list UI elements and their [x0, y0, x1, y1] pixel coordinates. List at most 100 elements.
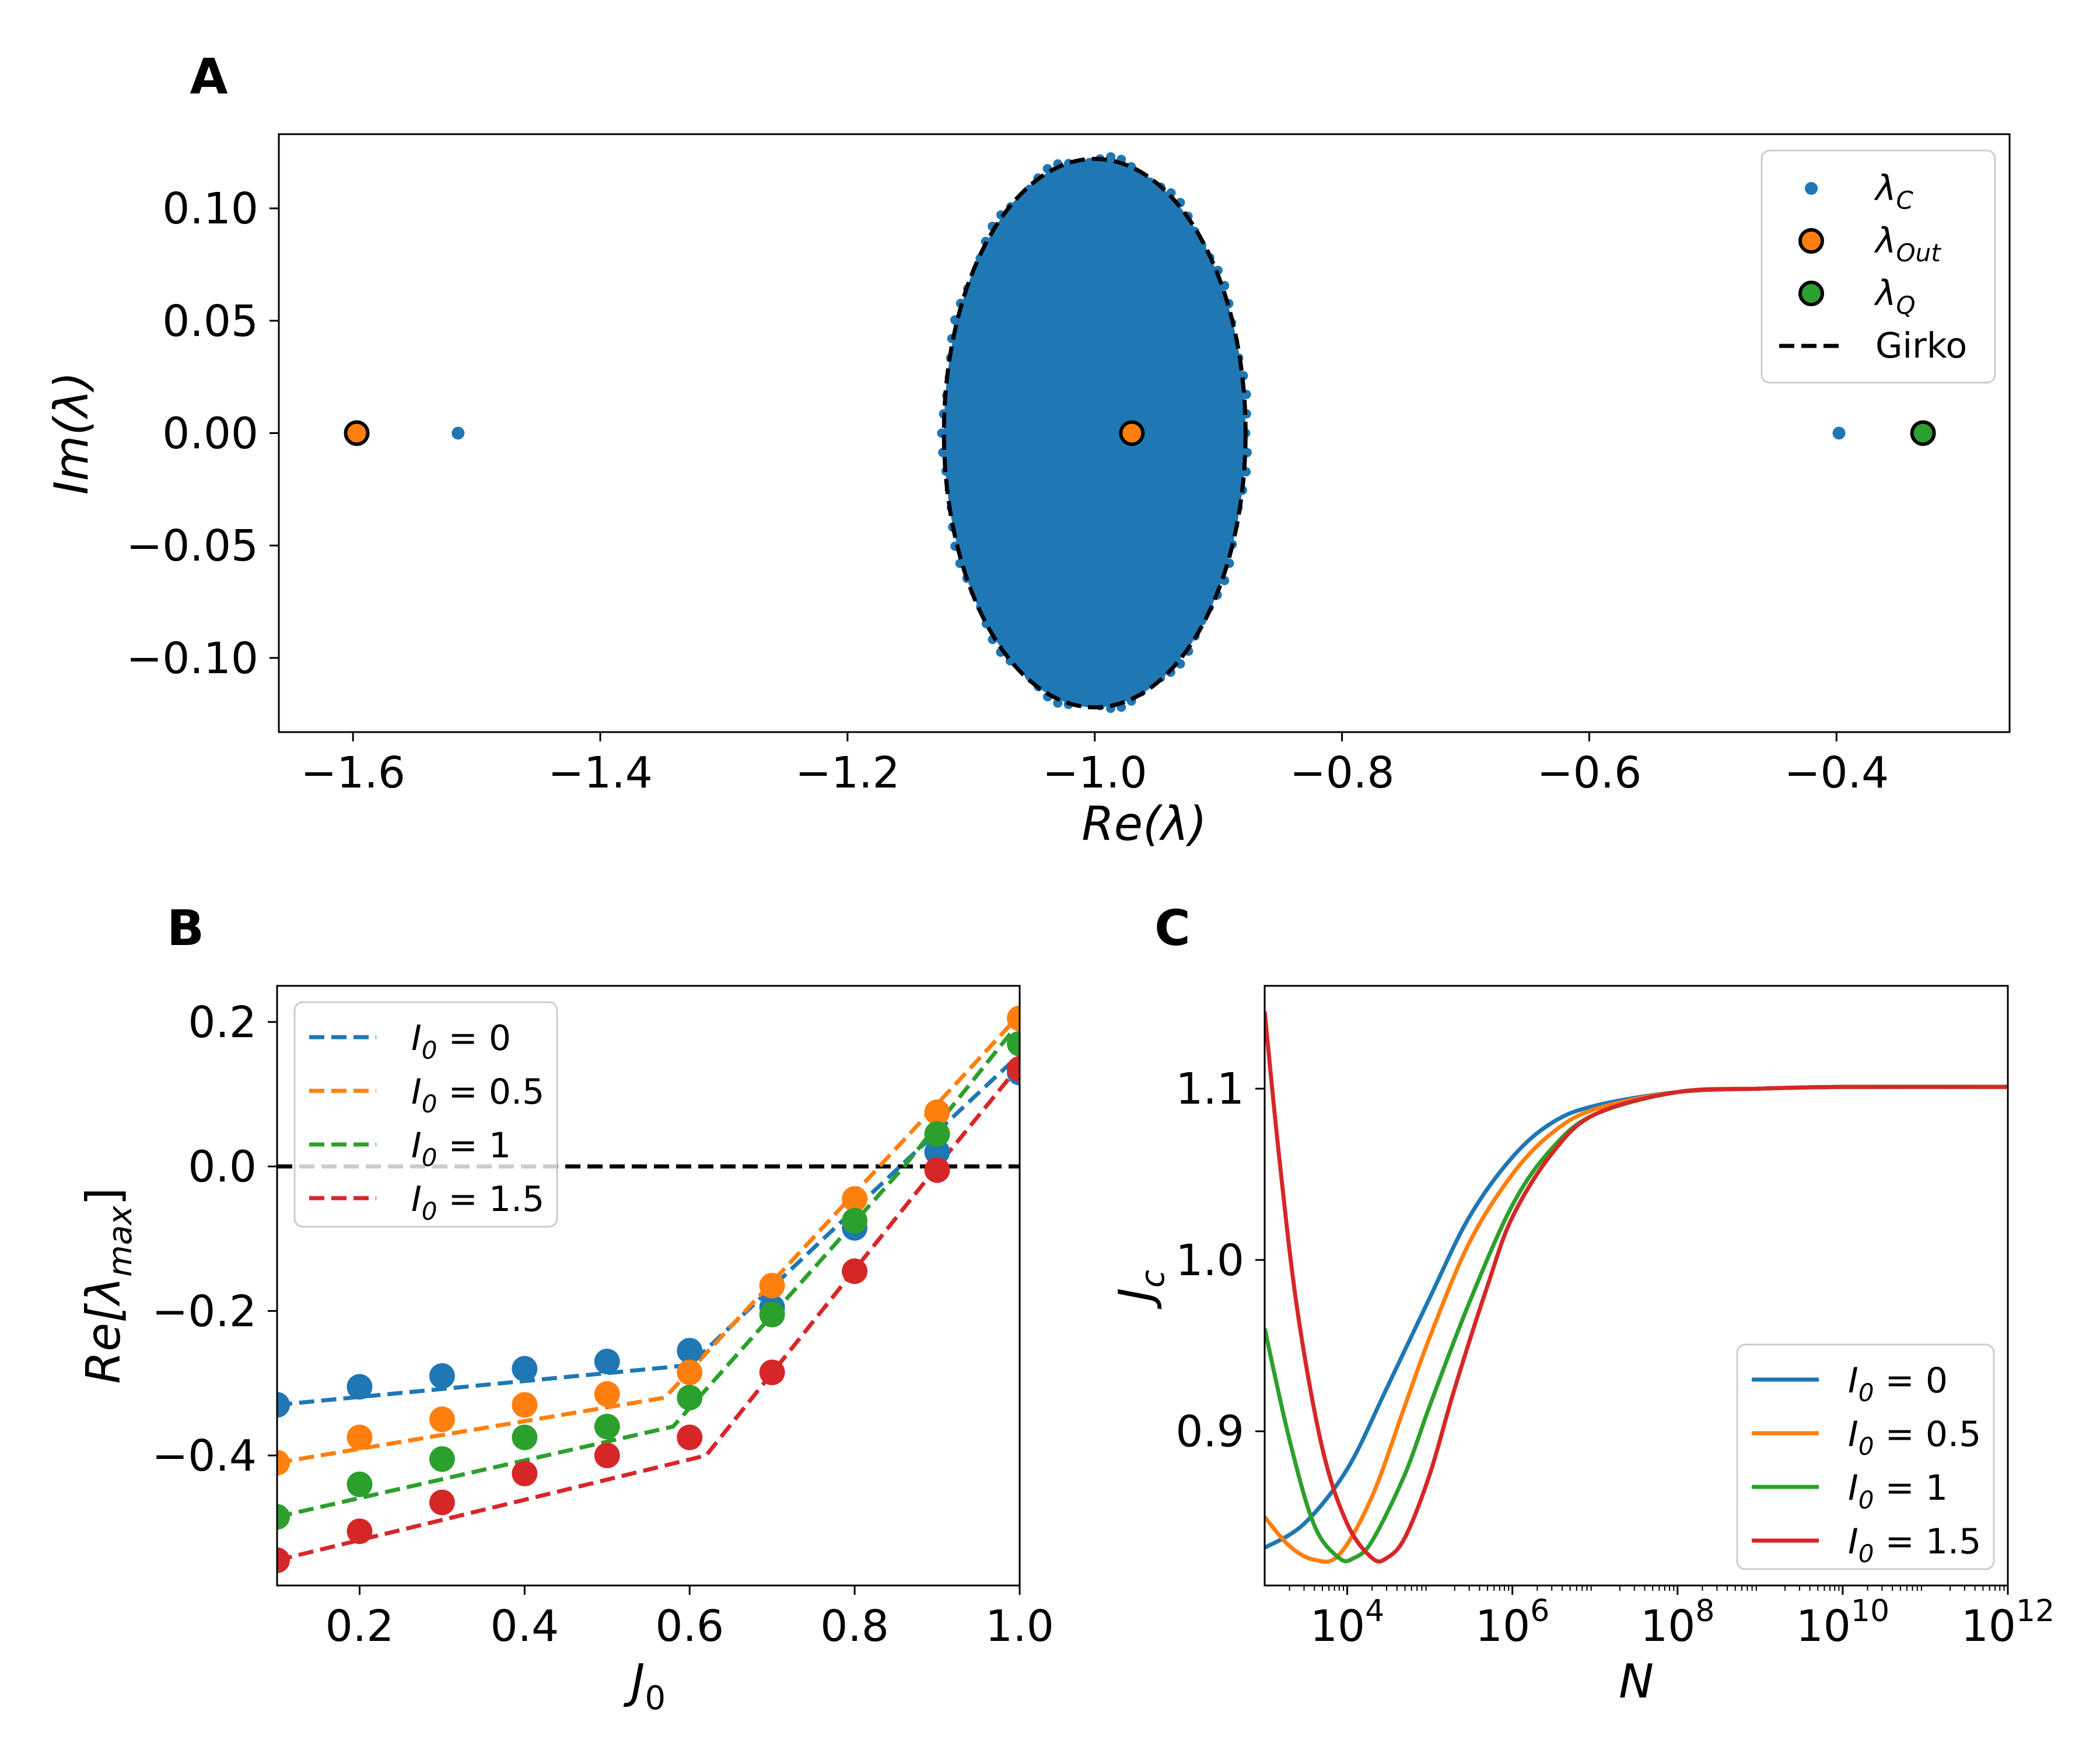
x-tick-base-c: 10 — [1640, 1601, 1695, 1651]
cloud-edge-point — [1106, 152, 1116, 162]
data-point-3 — [677, 1424, 703, 1451]
y-tick-label-b: −0.4 — [152, 1431, 257, 1481]
x-tick-label-a: −0.4 — [1784, 748, 1889, 798]
data-point-1 — [842, 1186, 868, 1212]
x-tick-exponent-c: 4 — [1365, 1594, 1384, 1629]
legend-box-b — [293, 1001, 558, 1228]
x-tick-exponent-c: 10 — [1851, 1594, 1889, 1629]
legend-label-b: I0 = 1 — [411, 1125, 511, 1172]
data-point-2 — [677, 1384, 703, 1410]
data-point-3 — [924, 1157, 950, 1183]
data-point-1 — [594, 1381, 620, 1407]
data-point-2 — [924, 1121, 950, 1147]
legend-label-c-sub: 0 — [1859, 1486, 1874, 1514]
data-point-2 — [1007, 1031, 1020, 1057]
legend-label-c-base: I — [1848, 1360, 1859, 1401]
legend-marker-a — [1805, 182, 1818, 195]
data-point-3 — [512, 1461, 538, 1487]
legend-label-c: I0 = 0.5 — [1848, 1414, 1981, 1461]
axes-frame-b — [276, 985, 1021, 1587]
legend-label-b: I0 = 0 — [411, 1018, 511, 1065]
legend-label-b: I0 = 0.5 — [411, 1072, 544, 1118]
x-tick-exponent-c: 12 — [2016, 1594, 2054, 1629]
x-tick-label-b: 0.6 — [655, 1601, 724, 1651]
y-tick-label-a: −0.10 — [126, 634, 258, 684]
y-tick-label-a: 0.10 — [162, 184, 258, 234]
panel-b: B0.2 0.4 0.6 0.8 1.00.20.0−0.2−0.4J0Re[λmax]… — [76, 900, 1054, 1717]
lambda-out-point — [1119, 420, 1145, 446]
data-point-1 — [677, 1359, 703, 1385]
cloud-edge-point — [1024, 671, 1034, 681]
x-tick-label-a: −1.4 — [548, 748, 653, 798]
x-tick-label-c: 106 — [1475, 1594, 1549, 1651]
x-tick-base-c: 10 — [1310, 1601, 1365, 1651]
x-tick-label-c: 108 — [1640, 1594, 1714, 1651]
legend-label-c: I0 = 1 — [1848, 1468, 1948, 1514]
legend-label-a-sub: C — [1896, 186, 1914, 215]
x-tick-label-a: −0.6 — [1537, 748, 1642, 798]
y-tick-label-a: 0.05 — [162, 296, 258, 346]
legend-label-b: I0 = 1.5 — [411, 1179, 544, 1226]
data-point-3 — [759, 1359, 785, 1385]
panel-label-b: B — [167, 900, 204, 957]
legend-label-b-rest: = 1.5 — [437, 1179, 544, 1220]
x-axis-label-b-sub: 0 — [645, 1679, 666, 1717]
jc-curve-3 — [1265, 1011, 2008, 1564]
legend-label-b-base: I — [411, 1072, 422, 1112]
y-axis-label-b-base: Re[λ — [76, 1277, 131, 1384]
y-tick-label-b: −0.2 — [152, 1286, 257, 1336]
y-axis-label-a: Im(λ) — [44, 372, 99, 495]
cloud-edge-point — [1175, 659, 1185, 669]
x-tick-label-a: −1.2 — [795, 748, 900, 798]
legend-label-b-base: I — [411, 1018, 422, 1059]
y-tick-label-a: −0.05 — [126, 521, 258, 571]
x-axis-label-c: N — [1619, 1654, 1654, 1709]
cloud-edge-point — [975, 253, 985, 263]
data-point-0 — [346, 1374, 373, 1400]
theory-line-3 — [277, 1064, 1020, 1563]
lambda-c-point — [452, 426, 465, 440]
x-tick-label-b: 0.4 — [490, 1601, 559, 1651]
y-axis-label-c: Jc — [1109, 1270, 1172, 1310]
data-point-3 — [594, 1443, 620, 1469]
legend-label-c-rest: = 0 — [1874, 1360, 1948, 1401]
x-axis-label-b: J0 — [623, 1654, 666, 1717]
girko-ellipse — [942, 156, 1248, 710]
y-axis-label-b-close: ] — [76, 1188, 131, 1206]
data-point-1 — [277, 1450, 290, 1476]
x-tick-label-a: −1.0 — [1042, 748, 1147, 798]
y-tick-label-b: 0.2 — [188, 998, 257, 1048]
data-point-1 — [512, 1392, 538, 1418]
y-axis-label-c-base: J — [1109, 1288, 1163, 1310]
legend-label-a: λC — [1874, 168, 1914, 215]
legend-label-a-sub: Out — [1896, 239, 1942, 267]
data-point-3 — [842, 1258, 868, 1284]
panel-label-c: C — [1154, 900, 1191, 957]
legend-label-b-rest: = 1 — [437, 1125, 511, 1166]
data-point-0 — [512, 1356, 538, 1382]
legend-label-c: I0 = 1.5 — [1848, 1521, 1981, 1568]
data-point-0 — [924, 1139, 950, 1165]
x-axis-label-a: Re(λ) — [1082, 797, 1207, 851]
theory-line-0 — [277, 1053, 1020, 1407]
legend-label-c-sub: 0 — [1859, 1378, 1874, 1407]
legend-box-c — [1736, 1343, 1995, 1570]
legend-label-b-base: I — [411, 1179, 422, 1220]
data-point-2 — [277, 1504, 290, 1530]
legend-label-c-base: I — [1848, 1414, 1859, 1455]
x-tick-label-b: 0.8 — [820, 1601, 889, 1651]
data-point-2 — [346, 1471, 373, 1497]
cloud-edge-point — [1166, 188, 1176, 198]
data-point-1 — [759, 1273, 785, 1298]
data-point-3 — [429, 1489, 455, 1516]
data-point-0 — [429, 1363, 455, 1389]
y-tick-label-c: 0.9 — [1175, 1407, 1244, 1457]
legend-label-b-base: I — [411, 1125, 422, 1166]
x-tick-label-c: 1012 — [1961, 1594, 2054, 1651]
panel-a: A −1.6 −1.4 −1.2 −1.0 −0.8 −0.6 −0.4 0.10 0.05 0.0… — [44, 48, 2011, 851]
data-point-0 — [594, 1349, 620, 1375]
legend-label-c-rest: = 1 — [1874, 1468, 1948, 1508]
data-point-1 — [346, 1424, 373, 1451]
y-tick-label-c: 1.0 — [1175, 1236, 1244, 1286]
